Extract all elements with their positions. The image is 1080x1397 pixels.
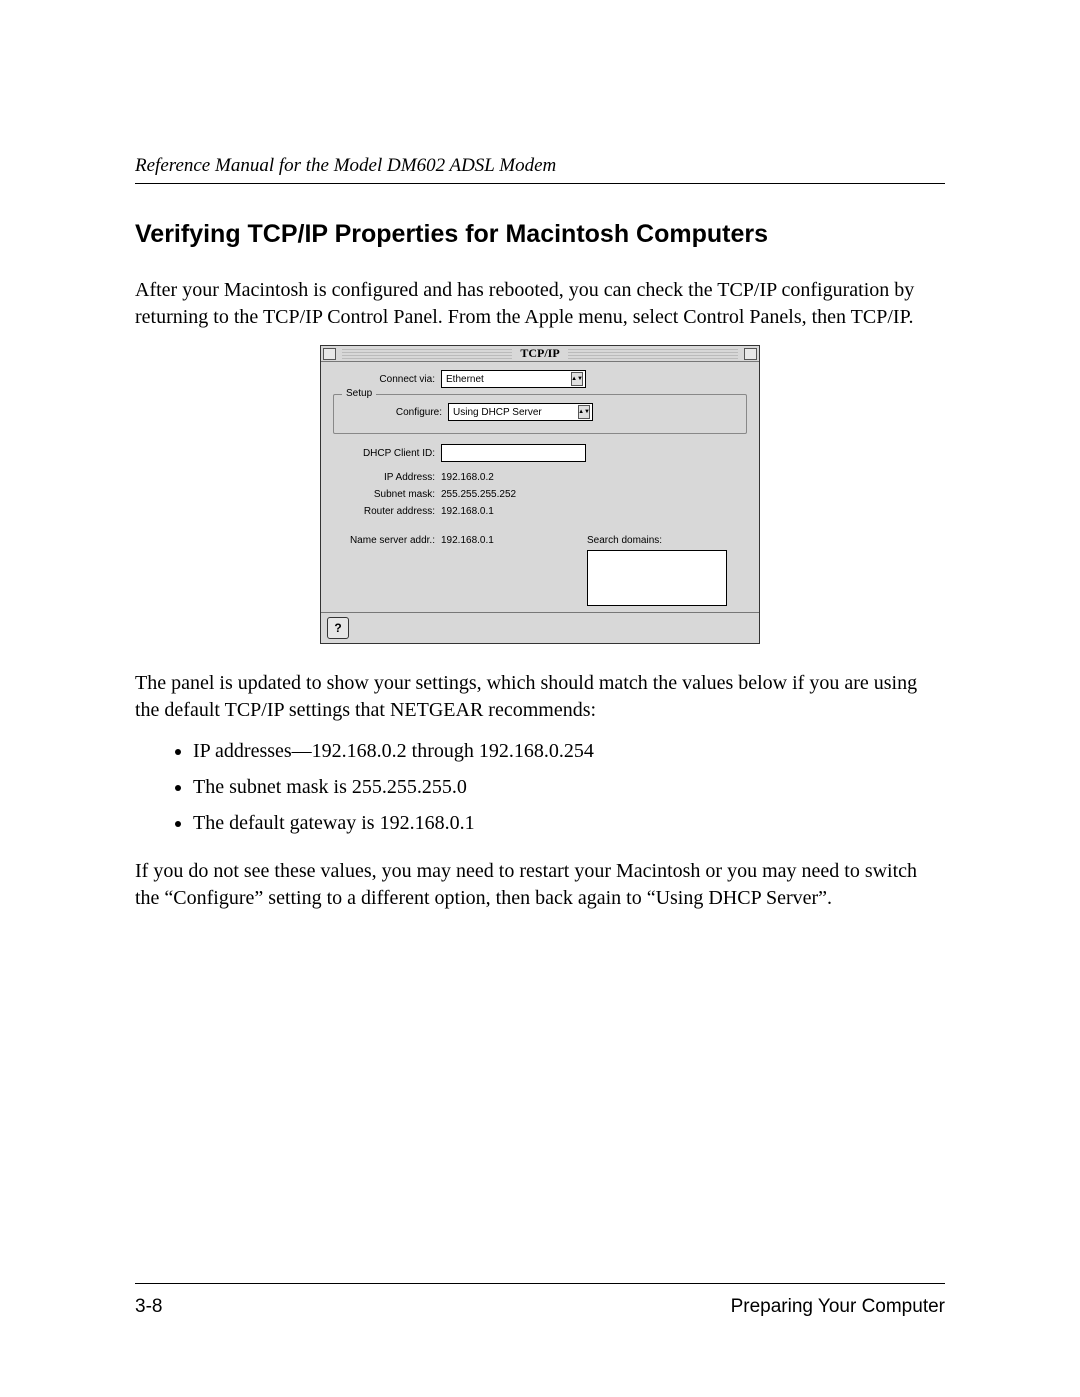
setup-fieldset: Setup Configure: Using DHCP Server ▲▼ xyxy=(333,394,747,434)
titlebar-stripes-icon xyxy=(568,349,738,359)
panel-title: TCP/IP xyxy=(516,346,563,361)
connect-via-value: Ethernet xyxy=(446,374,484,385)
router-address-value: 192.168.0.1 xyxy=(441,506,494,517)
titlebar-stripes-icon xyxy=(342,349,512,359)
chapter-title: Preparing Your Computer xyxy=(731,1296,945,1318)
intro-paragraph: After your Macintosh is configured and h… xyxy=(135,277,945,331)
name-server-label: Name server addr.: xyxy=(333,535,441,546)
configure-label: Configure: xyxy=(340,407,448,418)
running-header: Reference Manual for the Model DM602 ADS… xyxy=(135,155,945,184)
ip-address-value: 192.168.0.2 xyxy=(441,472,494,483)
dhcp-client-id-label: DHCP Client ID: xyxy=(333,448,441,459)
router-address-label: Router address: xyxy=(333,506,441,517)
after-panel-paragraph: The panel is updated to show your settin… xyxy=(135,670,945,724)
name-server-value: 192.168.0.1 xyxy=(441,535,494,546)
configure-value: Using DHCP Server xyxy=(453,407,542,418)
tcpip-control-panel: TCP/IP Connect via: Ethernet ▲▼ Setup Co… xyxy=(320,345,760,644)
panel-titlebar: TCP/IP xyxy=(321,346,759,362)
recommended-values-list: IP addresses—192.168.0.2 through 192.168… xyxy=(193,738,945,836)
search-domains-input[interactable] xyxy=(587,550,727,606)
list-item: IP addresses—192.168.0.2 through 192.168… xyxy=(193,738,945,764)
list-item: The subnet mask is 255.255.255.0 xyxy=(193,774,945,800)
ip-address-label: IP Address: xyxy=(333,472,441,483)
closing-paragraph: If you do not see these values, you may … xyxy=(135,858,945,912)
list-item: The default gateway is 192.168.0.1 xyxy=(193,810,945,836)
dhcp-client-id-input[interactable] xyxy=(441,444,586,462)
subnet-mask-value: 255.255.255.252 xyxy=(441,489,516,500)
help-button[interactable]: ? xyxy=(327,617,349,639)
dropdown-arrows-icon: ▲▼ xyxy=(571,372,583,386)
zoom-box-icon[interactable] xyxy=(744,348,757,360)
page-footer: 3-8 Preparing Your Computer xyxy=(135,1283,945,1318)
section-heading: Verifying TCP/IP Properties for Macintos… xyxy=(135,220,945,249)
connect-via-label: Connect via: xyxy=(333,374,441,385)
dropdown-arrows-icon: ▲▼ xyxy=(578,405,590,419)
connect-via-select[interactable]: Ethernet ▲▼ xyxy=(441,370,586,388)
close-box-icon[interactable] xyxy=(323,348,336,360)
setup-legend: Setup xyxy=(342,388,376,399)
configure-select[interactable]: Using DHCP Server ▲▼ xyxy=(448,403,593,421)
subnet-mask-label: Subnet mask: xyxy=(333,489,441,500)
page-number: 3-8 xyxy=(135,1296,162,1318)
search-domains-label: Search domains: xyxy=(587,535,747,546)
help-icon: ? xyxy=(334,621,341,635)
